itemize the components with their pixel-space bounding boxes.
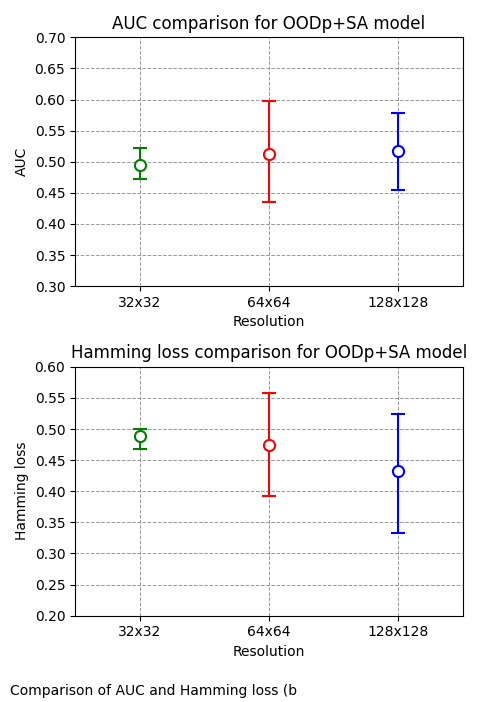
X-axis label: Resolution: Resolution — [233, 315, 305, 329]
Text: Comparison of AUC and Hamming loss (b: Comparison of AUC and Hamming loss (b — [10, 684, 297, 698]
X-axis label: Resolution: Resolution — [233, 645, 305, 659]
Y-axis label: Hamming loss: Hamming loss — [15, 442, 29, 541]
Title: Hamming loss comparison for OODp+SA model: Hamming loss comparison for OODp+SA mode… — [71, 345, 467, 362]
Y-axis label: AUC: AUC — [15, 147, 29, 176]
Title: AUC comparison for OODp+SA model: AUC comparison for OODp+SA model — [112, 15, 425, 33]
